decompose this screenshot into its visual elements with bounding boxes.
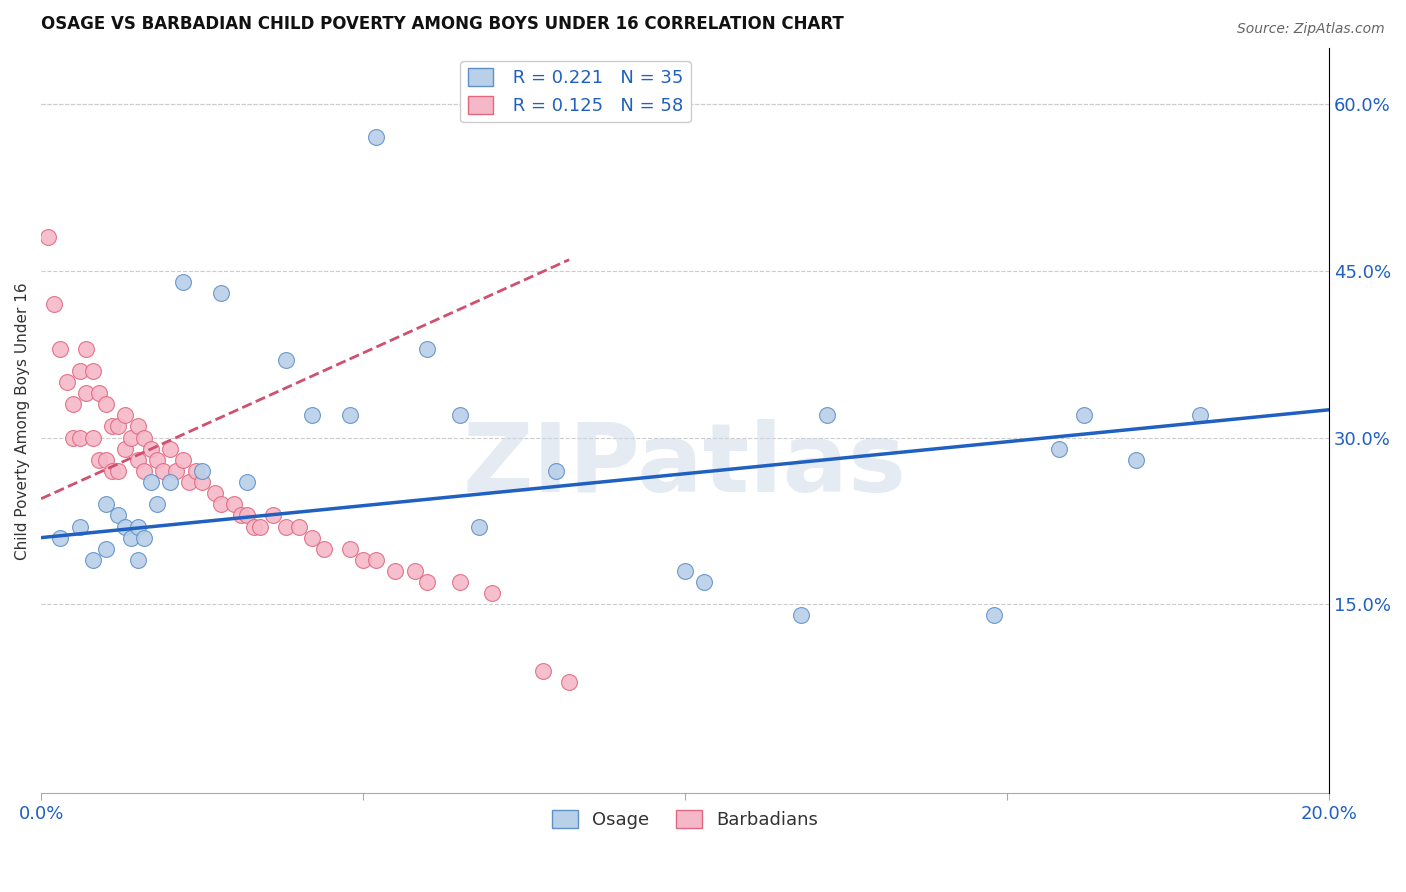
Point <box>101 464 124 478</box>
Point <box>134 464 156 478</box>
Point <box>37 230 59 244</box>
Point <box>172 452 194 467</box>
Point <box>1189 409 1212 423</box>
Point <box>49 531 72 545</box>
Point <box>224 497 246 511</box>
Point <box>1047 442 1070 456</box>
Point <box>127 452 149 467</box>
Point <box>983 608 1005 623</box>
Point <box>314 541 336 556</box>
Point <box>301 531 323 545</box>
Point <box>364 130 387 145</box>
Point <box>152 464 174 478</box>
Point <box>62 431 84 445</box>
Point <box>184 464 207 478</box>
Point <box>82 431 104 445</box>
Point <box>209 497 232 511</box>
Point <box>101 419 124 434</box>
Point <box>815 409 838 423</box>
Point <box>87 452 110 467</box>
Point <box>159 475 181 489</box>
Point <box>82 364 104 378</box>
Point <box>693 575 716 590</box>
Point <box>75 342 97 356</box>
Point <box>236 508 259 523</box>
Point <box>481 586 503 600</box>
Point <box>146 452 169 467</box>
Point <box>114 442 136 456</box>
Point <box>127 419 149 434</box>
Point <box>82 553 104 567</box>
Point <box>172 275 194 289</box>
Point <box>301 409 323 423</box>
Point <box>114 519 136 533</box>
Point <box>249 519 271 533</box>
Point <box>242 519 264 533</box>
Point <box>120 431 142 445</box>
Point <box>790 608 813 623</box>
Point <box>94 397 117 411</box>
Point <box>107 419 129 434</box>
Point <box>673 564 696 578</box>
Point <box>287 519 309 533</box>
Point <box>404 564 426 578</box>
Point <box>69 431 91 445</box>
Point <box>120 531 142 545</box>
Point <box>364 553 387 567</box>
Point <box>114 409 136 423</box>
Point <box>274 352 297 367</box>
Point <box>384 564 406 578</box>
Point <box>165 464 187 478</box>
Point <box>139 475 162 489</box>
Point <box>94 497 117 511</box>
Point <box>49 342 72 356</box>
Point <box>468 519 491 533</box>
Point <box>69 364 91 378</box>
Point <box>204 486 226 500</box>
Point <box>159 442 181 456</box>
Point <box>94 541 117 556</box>
Point <box>209 286 232 301</box>
Point <box>191 475 214 489</box>
Point <box>139 442 162 456</box>
Point <box>416 342 439 356</box>
Point <box>56 375 79 389</box>
Point <box>352 553 374 567</box>
Point <box>87 386 110 401</box>
Point <box>69 519 91 533</box>
Point <box>558 675 581 690</box>
Point <box>94 452 117 467</box>
Point <box>546 464 568 478</box>
Legend: Osage, Barbadians: Osage, Barbadians <box>546 803 825 837</box>
Point <box>191 464 214 478</box>
Text: OSAGE VS BARBADIAN CHILD POVERTY AMONG BOYS UNDER 16 CORRELATION CHART: OSAGE VS BARBADIAN CHILD POVERTY AMONG B… <box>41 15 844 33</box>
Point <box>274 519 297 533</box>
Point <box>449 409 471 423</box>
Point <box>107 508 129 523</box>
Point <box>339 409 361 423</box>
Point <box>416 575 439 590</box>
Point <box>236 475 259 489</box>
Point <box>1125 452 1147 467</box>
Point <box>262 508 284 523</box>
Point <box>449 575 471 590</box>
Text: Source: ZipAtlas.com: Source: ZipAtlas.com <box>1237 22 1385 37</box>
Point <box>62 397 84 411</box>
Point <box>531 664 554 678</box>
Point <box>1073 409 1095 423</box>
Point <box>146 497 169 511</box>
Point <box>179 475 201 489</box>
Point <box>127 553 149 567</box>
Text: ZIPatlas: ZIPatlas <box>463 419 907 512</box>
Point <box>127 519 149 533</box>
Point <box>134 431 156 445</box>
Point <box>229 508 252 523</box>
Point <box>42 297 65 311</box>
Point <box>75 386 97 401</box>
Point <box>107 464 129 478</box>
Y-axis label: Child Poverty Among Boys Under 16: Child Poverty Among Boys Under 16 <box>15 282 30 559</box>
Point <box>339 541 361 556</box>
Point <box>134 531 156 545</box>
